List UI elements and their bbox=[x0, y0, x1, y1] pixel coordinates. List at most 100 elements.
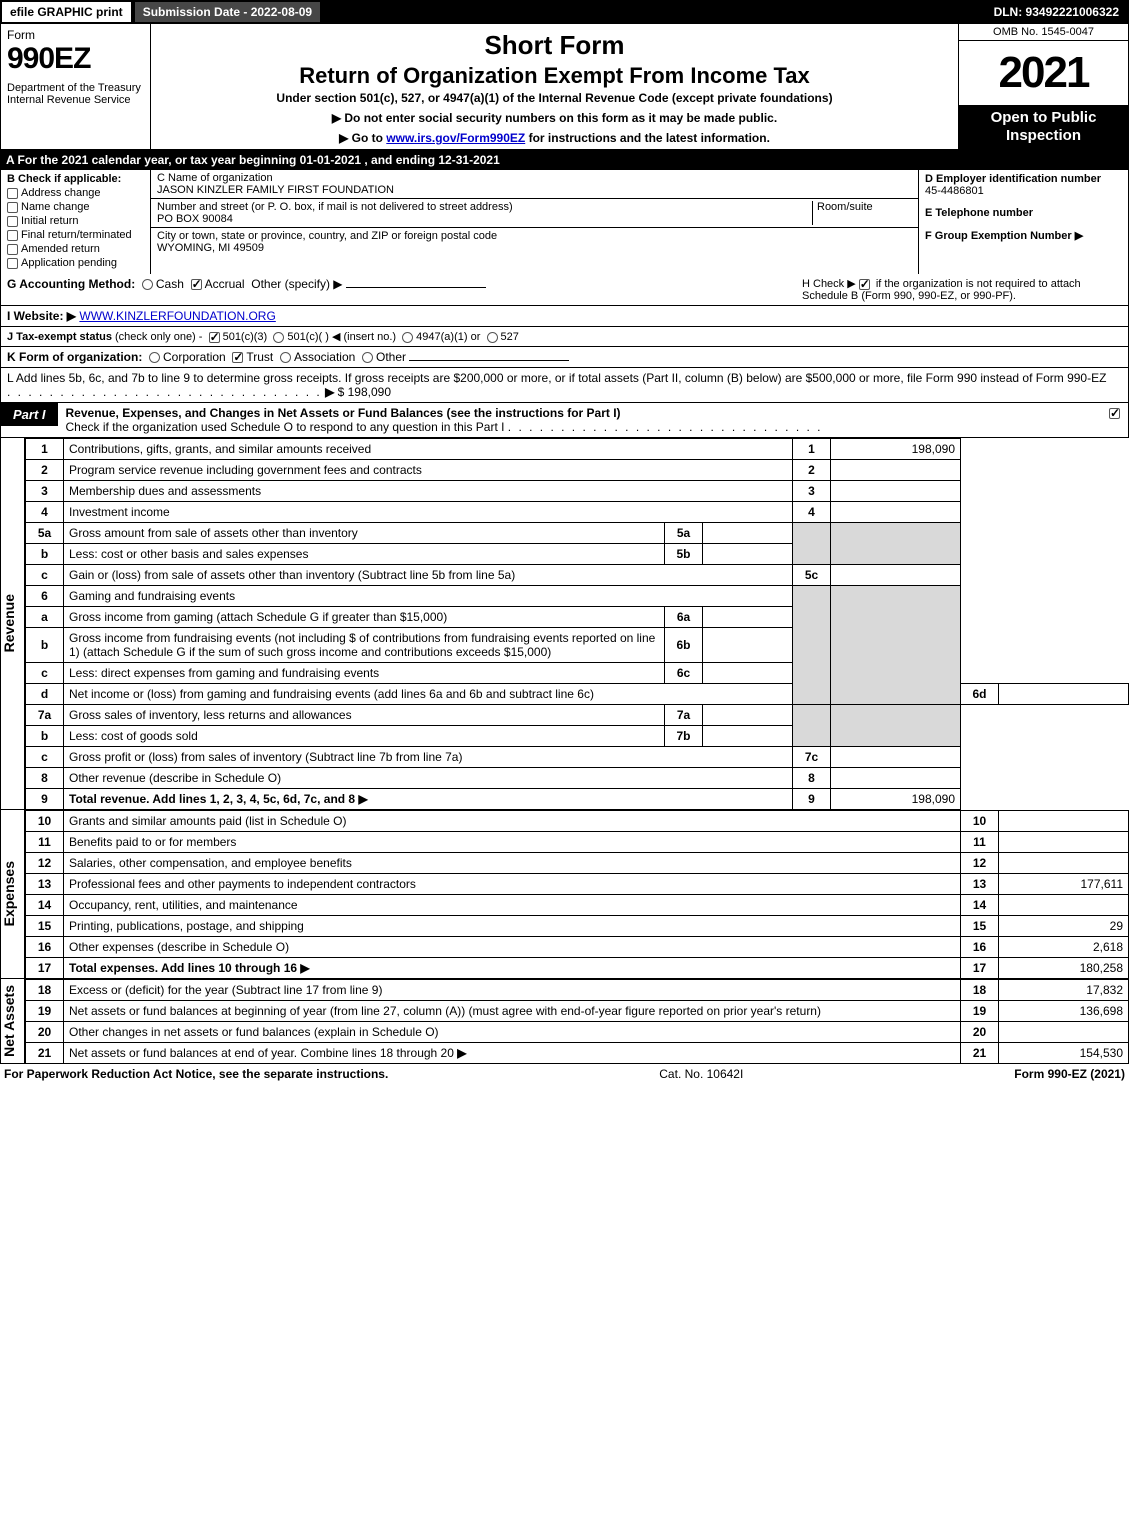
revenue-label-text: Revenue bbox=[1, 594, 24, 652]
row-g-h: G Accounting Method: Cash Accrual Other … bbox=[0, 274, 1129, 306]
line-6d-amt bbox=[999, 684, 1129, 705]
row-l-dots bbox=[7, 385, 322, 399]
line-13-ref: 13 bbox=[961, 874, 999, 895]
chk-final-return[interactable]: Final return/terminated bbox=[7, 229, 144, 241]
radio-527[interactable] bbox=[487, 332, 498, 343]
line-15-amt: 29 bbox=[999, 916, 1129, 937]
line-9-num: 9 bbox=[26, 789, 64, 810]
other-specify-line[interactable] bbox=[346, 287, 486, 288]
expenses-table: 10 Grants and similar amounts paid (list… bbox=[25, 810, 1129, 979]
row-j: J Tax-exempt status (check only one) - 5… bbox=[0, 327, 1129, 347]
line-9-amt: 198,090 bbox=[831, 789, 961, 810]
line-5a-num: 5a bbox=[26, 523, 64, 544]
line-8-amt bbox=[831, 768, 961, 789]
line-19-ref: 19 bbox=[961, 1001, 999, 1022]
section-b: B Check if applicable: Address change Na… bbox=[1, 170, 151, 274]
line-16-ref: 16 bbox=[961, 937, 999, 958]
line-5-shade-ref bbox=[793, 523, 831, 565]
line-2-desc: Program service revenue including govern… bbox=[69, 463, 422, 477]
topbar-spacer bbox=[324, 2, 981, 22]
other-specify-label: Other (specify) ▶ bbox=[251, 277, 342, 291]
irs-link[interactable]: www.irs.gov/Form990EZ bbox=[386, 131, 525, 145]
line-5c-ref: 5c bbox=[793, 565, 831, 586]
line-4-num: 4 bbox=[26, 502, 64, 523]
line-10-num: 10 bbox=[26, 811, 64, 832]
line-4-amt bbox=[831, 502, 961, 523]
line-7a-subamt bbox=[703, 705, 793, 726]
line-6a-num: a bbox=[26, 607, 64, 628]
line-21: 21 Net assets or fund balances at end of… bbox=[26, 1043, 1129, 1064]
line-20-num: 20 bbox=[26, 1022, 64, 1043]
part-1-title: Revenue, Expenses, and Changes in Net As… bbox=[66, 406, 621, 420]
line-16: 16 Other expenses (describe in Schedule … bbox=[26, 937, 1129, 958]
line-14-amt bbox=[999, 895, 1129, 916]
chk-address-change[interactable]: Address change bbox=[7, 187, 144, 199]
line-2-amt bbox=[831, 460, 961, 481]
line-16-amt: 2,618 bbox=[999, 937, 1129, 958]
revenue-table: 1 Contributions, gifts, grants, and simi… bbox=[25, 438, 1129, 810]
chk-accrual[interactable] bbox=[191, 279, 202, 290]
chk-name-change[interactable]: Name change bbox=[7, 201, 144, 213]
form-id-block: Form 990EZ Department of the Treasury In… bbox=[1, 24, 151, 149]
goto-post: for instructions and the latest informat… bbox=[529, 131, 770, 145]
row-k-label: K Form of organization: bbox=[7, 350, 142, 364]
website-link[interactable]: WWW.KINZLERFOUNDATION.ORG bbox=[79, 309, 275, 323]
footer-right: Form 990-EZ (2021) bbox=[1014, 1067, 1125, 1081]
radio-cash[interactable] bbox=[142, 279, 153, 290]
line-5a-desc: Gross amount from sale of assets other t… bbox=[69, 526, 358, 540]
line-7-shade-amt bbox=[831, 705, 961, 747]
radio-corporation[interactable] bbox=[149, 352, 160, 363]
row-g: G Accounting Method: Cash Accrual Other … bbox=[7, 277, 802, 302]
chk-schedule-b[interactable] bbox=[859, 279, 870, 290]
line-14-ref: 14 bbox=[961, 895, 999, 916]
chk-amended-return[interactable]: Amended return bbox=[7, 243, 144, 255]
netassets-section: Net Assets 18 Excess or (deficit) for th… bbox=[0, 979, 1129, 1064]
line-1-num: 1 bbox=[26, 439, 64, 460]
line-6-shade-ref bbox=[793, 586, 831, 705]
other-org-line[interactable] bbox=[409, 360, 569, 361]
line-6a-sub: 6a bbox=[665, 607, 703, 628]
line-6: 6 Gaming and fundraising events bbox=[26, 586, 1129, 607]
line-16-desc: Other expenses (describe in Schedule O) bbox=[69, 940, 289, 954]
line-7b-desc: Less: cost of goods sold bbox=[69, 729, 198, 743]
phone-label: E Telephone number bbox=[925, 207, 1122, 219]
line-19-desc: Net assets or fund balances at beginning… bbox=[69, 1004, 821, 1018]
footer-mid: Cat. No. 10642I bbox=[659, 1067, 743, 1081]
line-5b: b Less: cost or other basis and sales ex… bbox=[26, 544, 1129, 565]
chk-address-label: Address change bbox=[21, 187, 101, 199]
chk-schedule-o[interactable] bbox=[1109, 408, 1120, 419]
radio-other-org[interactable] bbox=[362, 352, 373, 363]
chk-accrual-label: Accrual bbox=[205, 277, 245, 291]
chk-application-pending[interactable]: Application pending bbox=[7, 257, 144, 269]
line-a-tax-year: A For the 2021 calendar year, or tax yea… bbox=[0, 150, 1129, 170]
line-12-num: 12 bbox=[26, 853, 64, 874]
line-7a: 7a Gross sales of inventory, less return… bbox=[26, 705, 1129, 726]
line-2-ref: 2 bbox=[793, 460, 831, 481]
row-i: I Website: ▶ WWW.KINZLERFOUNDATION.ORG bbox=[0, 306, 1129, 327]
line-6d: d Net income or (loss) from gaming and f… bbox=[26, 684, 1129, 705]
line-17-arrow: ▶ bbox=[300, 961, 309, 975]
radio-501c[interactable] bbox=[273, 332, 284, 343]
city-label: City or town, state or province, country… bbox=[157, 230, 912, 242]
org-name-label: C Name of organization bbox=[157, 172, 912, 184]
part-1-header: Part I Revenue, Expenses, and Changes in… bbox=[0, 403, 1129, 438]
line-3-ref: 3 bbox=[793, 481, 831, 502]
org-name-value: JASON KINZLER FAMILY FIRST FOUNDATION bbox=[157, 184, 912, 196]
line-5c-num: c bbox=[26, 565, 64, 586]
form-number: 990EZ bbox=[7, 42, 144, 76]
line-4: 4 Investment income 4 bbox=[26, 502, 1129, 523]
expenses-section: Expenses 10 Grants and similar amounts p… bbox=[0, 810, 1129, 979]
netassets-table: 18 Excess or (deficit) for the year (Sub… bbox=[25, 979, 1129, 1064]
year-block: OMB No. 1545-0047 2021 Open to Public In… bbox=[958, 24, 1128, 149]
netassets-side-label: Net Assets bbox=[1, 979, 25, 1064]
chk-trust[interactable] bbox=[232, 352, 243, 363]
radio-association[interactable] bbox=[280, 352, 291, 363]
chk-501c3[interactable] bbox=[209, 332, 220, 343]
chk-initial-return[interactable]: Initial return bbox=[7, 215, 144, 227]
part-1-check-note: Check if the organization used Schedule … bbox=[66, 420, 505, 434]
radio-4947[interactable] bbox=[402, 332, 413, 343]
line-5c: c Gain or (loss) from sale of assets oth… bbox=[26, 565, 1129, 586]
line-7b-subamt bbox=[703, 726, 793, 747]
efile-print-cell[interactable]: efile GRAPHIC print bbox=[2, 2, 131, 22]
chk-501c3-label: 501(c)(3) bbox=[223, 331, 268, 343]
